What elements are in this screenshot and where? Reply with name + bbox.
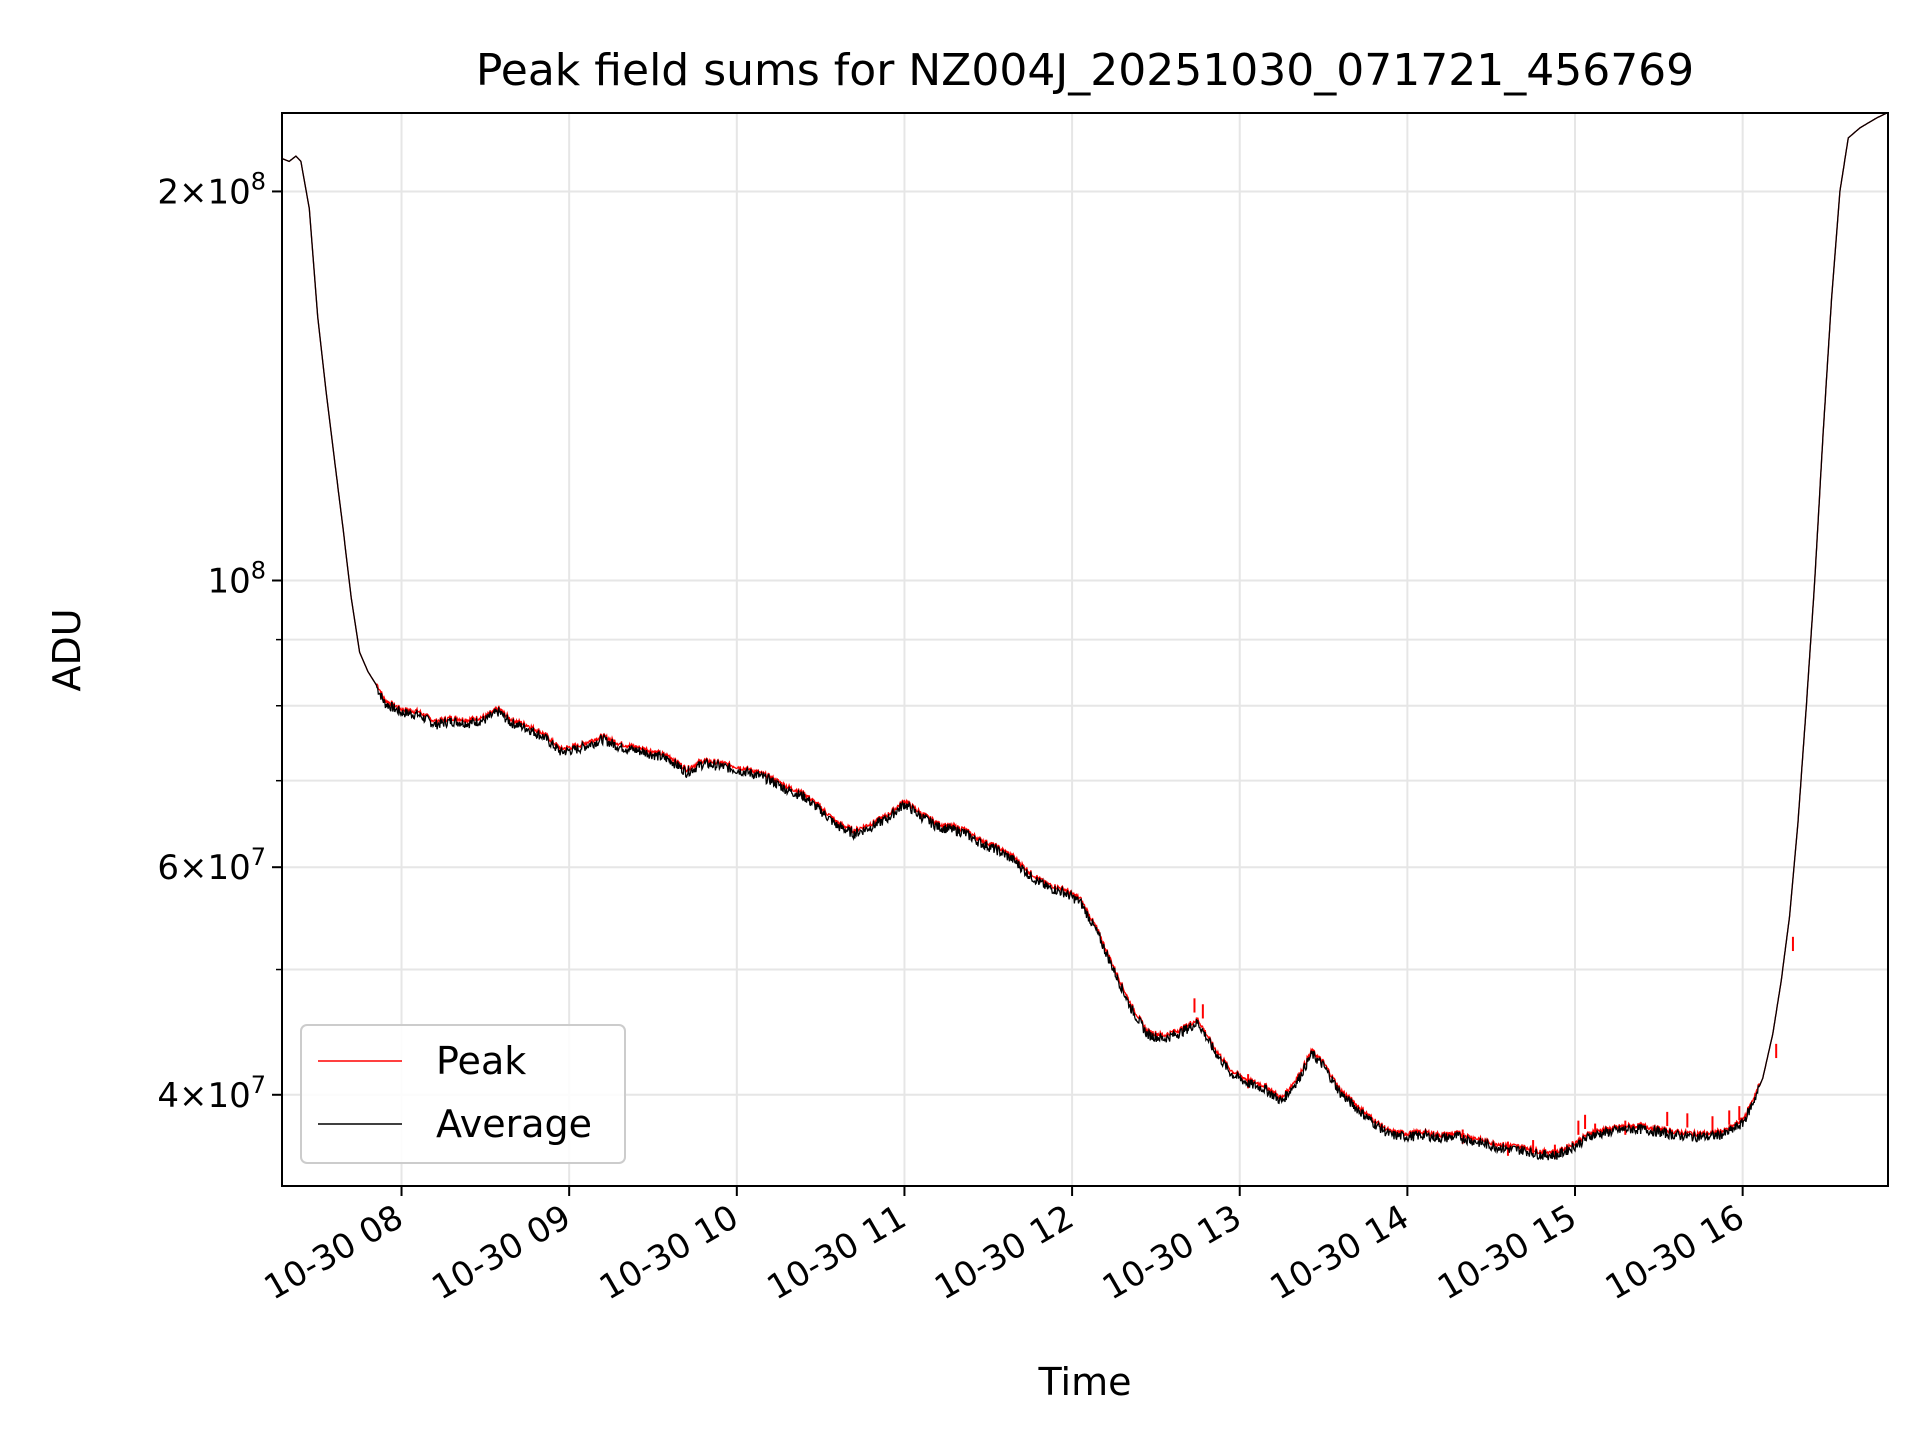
- grid-lines: [282, 113, 1888, 1186]
- y-tick-label: 2×108: [157, 167, 266, 212]
- series-line-peak: [282, 112, 1888, 1157]
- plot-frame: [281, 112, 1889, 1187]
- y-axis-label: ADU: [45, 608, 89, 691]
- legend-label-average: Average: [436, 1102, 592, 1146]
- series-layer: [282, 112, 1888, 1161]
- y-tick-label: 6×107: [157, 843, 266, 888]
- y-axis-ticks: 4×107 6×107 108 2×108: [157, 167, 282, 1116]
- x-axis-label: Time: [1038, 1360, 1132, 1404]
- legend: Peak Average: [300, 1024, 626, 1164]
- legend-label-peak: Peak: [436, 1039, 526, 1083]
- y-tick-label: 108: [207, 556, 266, 601]
- legend-box: [300, 1024, 626, 1164]
- y-tick-label: 4×107: [157, 1071, 266, 1116]
- chart-title: Peak field sums for NZ004J_20251030_0717…: [476, 45, 1694, 96]
- series-line-average: [282, 112, 1888, 1161]
